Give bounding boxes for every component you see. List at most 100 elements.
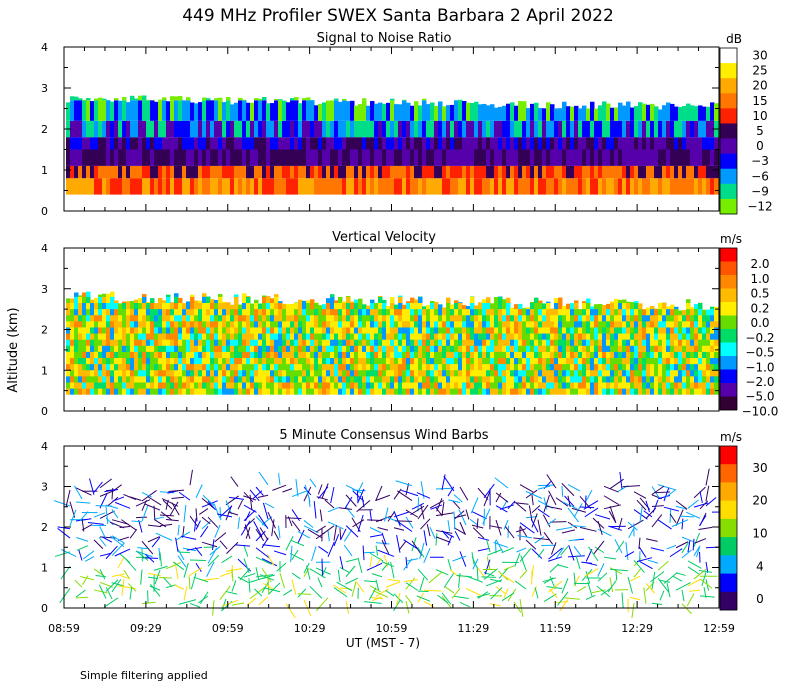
colorbar-label: 10 — [752, 526, 767, 540]
colorbar-unit: m/s — [720, 232, 742, 246]
y-tick-label: 2 — [41, 324, 48, 337]
colorbar-cell — [720, 573, 737, 593]
colorbar-label: 0.0 — [750, 316, 769, 330]
colorbar-cell — [720, 248, 737, 262]
x-tick-label: 09:59 — [212, 622, 244, 635]
x-tick-labels: 08:59 09:29 09:59 10:29 10:59 11:29 11:59 12:29… — [48, 622, 735, 635]
y-tick-label: 0 — [41, 405, 48, 418]
y-tick-label: 4 — [41, 440, 48, 453]
colorbar-label: 20 — [752, 494, 767, 508]
colorbar-cell — [720, 138, 737, 154]
colorbar-label: −10.0 — [742, 404, 779, 418]
velocity-panel-title: Vertical Velocity — [332, 230, 436, 245]
colorbar-cell — [720, 396, 737, 411]
colorbar-label: −3 — [751, 154, 769, 168]
colorbar-label: −6 — [751, 169, 769, 183]
colorbar-cell — [720, 383, 737, 397]
colorbar-cell — [720, 153, 737, 170]
colorbar-label: −1.0 — [745, 360, 774, 374]
colorbar-cell — [720, 183, 737, 200]
y-tick-label: 1 — [41, 562, 48, 575]
wind-barbs-panel: 5 Minute Consensus Wind Barbs 0 1 2 3 4 m/s 3… — [41, 428, 768, 619]
snr-panel: Signal to Noise Ratio 0 1 2 3 4 dB 3025201510… — [41, 31, 773, 218]
colorbar-cell — [720, 356, 737, 370]
x-tick-label: 10:59 — [376, 622, 408, 635]
colorbar-label: −12 — [747, 199, 772, 213]
colorbar-cell — [720, 518, 737, 538]
y-tick-label: 3 — [41, 481, 48, 494]
colorbar-cell — [720, 93, 737, 109]
colorbar-label: −2.0 — [745, 375, 774, 389]
velocity-colorbar: m/s 2.01.00.50.20.0−0.2−0.5−1.0−2.0−5.0−1… — [719, 232, 779, 418]
colorbar-cell — [720, 446, 737, 465]
x-tick-label: 11:59 — [539, 622, 571, 635]
colorbar-label: 30 — [752, 461, 767, 475]
x-tick-label: 12:59 — [703, 622, 735, 635]
colorbar-cell — [720, 288, 737, 303]
colorbar-cell — [720, 168, 737, 185]
y-tick-label: 2 — [41, 123, 48, 136]
colorbar-label: 2.0 — [750, 257, 769, 271]
colorbar-cell — [720, 198, 737, 215]
colorbar-cell — [720, 342, 737, 357]
x-tick-label: 09:29 — [130, 622, 162, 635]
colorbar-cell — [720, 315, 737, 330]
colorbar-cell — [720, 464, 737, 483]
colorbar-cell — [720, 123, 737, 139]
y-axis-label: Altitude (km) — [6, 307, 21, 392]
x-tick-label: 10:29 — [294, 622, 326, 635]
velocity-plot: 0 1 2 3 4 — [41, 242, 720, 418]
colorbar-label: 0 — [756, 139, 764, 153]
wind-barbs-panel-title: 5 Minute Consensus Wind Barbs — [279, 428, 488, 443]
plot-frame — [63, 445, 720, 609]
colorbar-cell — [720, 482, 737, 501]
x-tick-label: 12:29 — [621, 622, 653, 635]
x-tick-label: 08:59 — [48, 622, 80, 635]
colorbar-cell — [720, 537, 737, 556]
colorbar-cell — [720, 275, 737, 289]
colorbar-label: −0.5 — [745, 346, 774, 360]
colorbar-label: 1.0 — [750, 272, 769, 286]
x-tick-label: 11:29 — [458, 622, 490, 635]
snr-panel-title: Signal to Noise Ratio — [317, 31, 452, 46]
colorbar-label: −9 — [751, 184, 769, 198]
wind-barbs-plot: 0 1 2 3 4 — [41, 440, 725, 619]
colorbar-cell — [720, 108, 737, 124]
colorbar-label: 25 — [752, 64, 767, 78]
colorbar-label: 15 — [752, 94, 767, 108]
figure-title: 449 MHz Profiler SWEX Santa Barbara 2 Ap… — [182, 6, 614, 26]
y-tick-label: 0 — [41, 205, 48, 218]
colorbar-label: 20 — [752, 79, 767, 93]
colorbar-label: 10 — [752, 109, 767, 123]
y-tick-label: 4 — [41, 41, 48, 54]
colorbar-label: −5.0 — [745, 390, 774, 404]
colorbar-frame — [719, 445, 738, 611]
colorbar-unit: dB — [726, 32, 742, 46]
colorbar-label: 30 — [752, 49, 767, 63]
y-tick-label: 1 — [41, 164, 48, 177]
colorbar-cell — [720, 63, 737, 79]
colorbar-cell — [720, 591, 737, 611]
colorbar-cell — [720, 78, 737, 94]
colorbar-cell — [720, 302, 737, 316]
colorbar-cell — [720, 369, 737, 384]
y-tick-label: 0 — [41, 602, 48, 615]
colorbar-cell — [720, 555, 737, 574]
colorbar-frame — [719, 247, 738, 411]
y-tick-label: 1 — [41, 364, 48, 377]
colorbar-cell — [720, 500, 737, 520]
y-tick-label: 3 — [41, 283, 48, 296]
colorbar-frame — [719, 47, 738, 215]
colorbar-label: 4 — [756, 559, 764, 573]
colorbar-label: −0.2 — [745, 331, 774, 345]
y-tick-label: 3 — [41, 82, 48, 95]
y-tick-label: 2 — [41, 521, 48, 534]
colorbar-label: 0.5 — [750, 287, 769, 301]
snr-plot: 0 1 2 3 4 — [41, 41, 720, 218]
wind-colorbar: m/s 30 20 10 4 0 — [719, 430, 768, 611]
x-axis-label: UT (MST - 7) — [346, 636, 420, 650]
y-tick-label: 4 — [41, 242, 48, 255]
